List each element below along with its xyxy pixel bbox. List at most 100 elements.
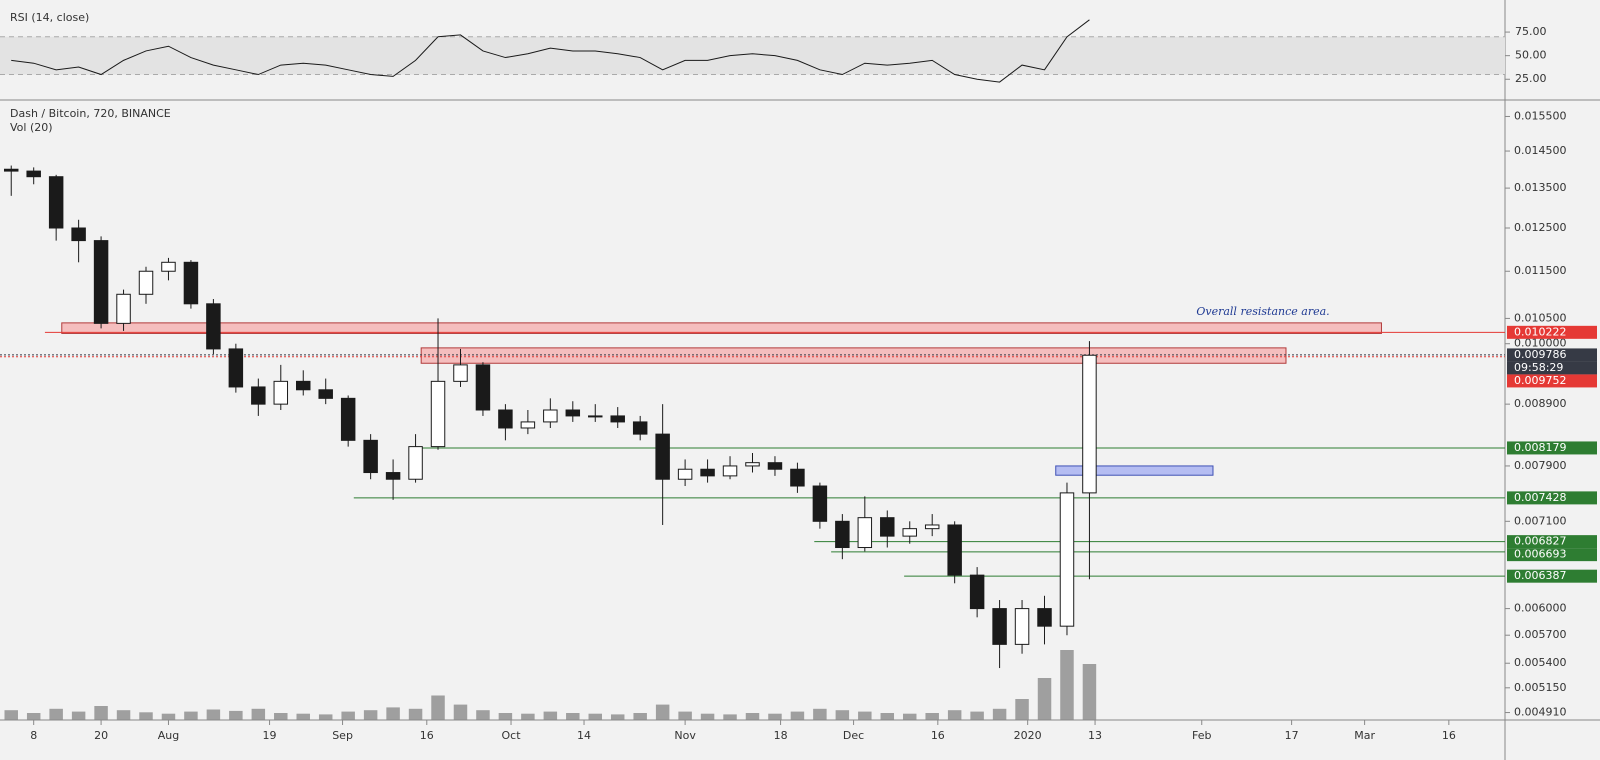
y-tick-label: 0.012500	[1514, 221, 1567, 234]
candle-body	[902, 528, 917, 537]
candle-body	[857, 517, 873, 549]
volume-bar	[116, 710, 131, 720]
volume-bar	[431, 695, 445, 720]
volume-bar	[4, 710, 18, 720]
level-label: 0.009786	[1514, 348, 1567, 361]
candle-body	[340, 397, 356, 441]
volume-bar	[408, 708, 423, 720]
candle-body	[498, 409, 513, 429]
candle-body	[745, 462, 760, 467]
y-tick-label: 0.010500	[1514, 311, 1567, 324]
x-tick-label: Feb	[1192, 729, 1211, 742]
volume-bar	[745, 713, 760, 720]
level-label: 0.010222	[1514, 325, 1567, 338]
candle-body	[228, 348, 244, 388]
volume-bar	[71, 711, 86, 720]
x-tick-label: 14	[577, 729, 591, 742]
level-label-bg	[1507, 348, 1597, 362]
y-tick-label: 0.010000	[1514, 337, 1567, 350]
volume-bar	[318, 714, 333, 720]
candle-body	[1037, 608, 1052, 627]
candle-body	[161, 261, 176, 272]
rsi-tick-label: 75.00	[1515, 25, 1547, 38]
candle-body	[677, 468, 693, 480]
x-tick-label: 17	[1285, 729, 1299, 742]
level-label-bg	[1507, 491, 1597, 505]
level-label: 0.007428	[1514, 491, 1567, 504]
candle-body	[969, 574, 985, 610]
candle-body	[48, 176, 64, 229]
candle-body	[767, 462, 783, 470]
candle-body	[71, 227, 86, 242]
level-label: 09:58:29	[1514, 361, 1563, 374]
annotation: Overall resistance area.	[1196, 305, 1329, 318]
candle-body	[722, 465, 738, 477]
level-label: 0.006827	[1514, 535, 1567, 548]
volume-bar	[94, 706, 108, 720]
volume-bar	[521, 713, 535, 720]
y-tick-label: 0.008900	[1514, 397, 1567, 410]
volume-bar	[970, 711, 984, 720]
candle-body	[1082, 354, 1097, 494]
volume-bar	[610, 714, 625, 720]
volume-bar	[633, 713, 647, 720]
candle-body	[26, 170, 41, 178]
volume-bar	[296, 713, 310, 720]
volume-title: Vol (20)	[10, 121, 53, 134]
level-label: 0.006693	[1514, 548, 1567, 561]
level-label: 0.008179	[1514, 441, 1567, 454]
volume-bar	[543, 711, 558, 720]
candle-body	[543, 409, 558, 423]
volume-bar	[790, 711, 805, 720]
candle-body	[632, 421, 648, 435]
volume-bar	[161, 713, 176, 720]
volume-bar	[139, 712, 153, 720]
volume-bar	[251, 708, 266, 720]
level-label-bg	[1507, 535, 1597, 549]
volume-bar	[992, 708, 1007, 720]
level-label-bg	[1507, 441, 1597, 455]
candle-body	[947, 524, 962, 576]
candle-body	[430, 380, 446, 448]
candle-body	[93, 240, 109, 324]
rsi-tick-label: 25.00	[1515, 72, 1547, 85]
volume-bar	[184, 711, 198, 720]
candle-body	[138, 270, 154, 295]
y-tick-label: 0.013500	[1514, 181, 1567, 194]
candle-body	[273, 380, 289, 405]
volume-bar	[925, 713, 939, 720]
volume-bar	[1037, 678, 1052, 720]
volume-bar	[813, 708, 827, 720]
level-label-bg	[1507, 548, 1597, 562]
candle-body	[363, 439, 378, 474]
chart-title: Dash / Bitcoin, 720, BINANCE	[10, 107, 171, 120]
zone	[61, 322, 1382, 334]
candle-body	[924, 524, 940, 530]
x-tick-label: 16	[420, 729, 434, 742]
candle-body	[296, 380, 311, 391]
candle-body	[812, 485, 828, 522]
level-label-bg	[1507, 325, 1597, 339]
candle-body	[453, 364, 468, 382]
candle-body	[1014, 608, 1030, 645]
candle-body	[1059, 492, 1075, 627]
y-tick-label: 0.014500	[1514, 144, 1567, 157]
candle-body	[520, 421, 536, 429]
candle-body	[183, 261, 199, 305]
rsi-line	[11, 19, 1090, 83]
candle-body	[251, 386, 266, 405]
volume-bar	[655, 704, 670, 720]
candle-body	[835, 520, 850, 549]
y-tick-label: 0.015500	[1514, 109, 1567, 122]
y-tick-label: 0.005150	[1514, 681, 1567, 694]
level-label-bg	[1507, 361, 1597, 375]
x-tick-label: Oct	[502, 729, 522, 742]
x-tick-label: 19	[263, 729, 277, 742]
candle-body	[700, 468, 715, 477]
y-tick-label: 0.004910	[1514, 706, 1567, 719]
candle-body	[385, 472, 401, 480]
volume-bar	[1060, 650, 1074, 720]
level-label: 0.009752	[1514, 374, 1567, 387]
volume-bar	[1015, 699, 1029, 720]
